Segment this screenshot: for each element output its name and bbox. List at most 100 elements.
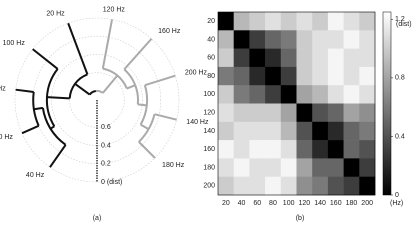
cell <box>343 176 360 196</box>
cell <box>218 140 234 159</box>
x-axis-label: (Hz) <box>390 200 403 207</box>
cell <box>218 158 234 177</box>
cell <box>233 176 250 196</box>
cell <box>312 66 329 86</box>
caption: (b) <box>296 215 305 222</box>
branch <box>123 38 153 71</box>
r-tick-label: 0.6 <box>101 124 111 131</box>
cell <box>296 121 313 141</box>
cell <box>296 30 313 49</box>
cell <box>312 140 329 159</box>
branch <box>144 74 176 87</box>
cell <box>280 140 297 159</box>
cell <box>233 66 250 86</box>
cell <box>296 66 313 86</box>
y-tick-label: 80 <box>207 73 215 80</box>
r-tick-label: 0 (dist) <box>101 179 122 186</box>
x-tick-label: 200 <box>361 200 373 207</box>
cell <box>249 158 266 177</box>
leaf-label: 160 Hz <box>158 28 181 35</box>
x-tick-label: 180 <box>346 200 358 207</box>
cell <box>312 103 329 123</box>
leaf-label: 20 Hz <box>46 11 65 18</box>
x-tick-label: 80 <box>269 200 277 207</box>
cell <box>296 158 313 177</box>
leaf-label: 60 Hz <box>0 134 13 141</box>
cell <box>265 12 282 31</box>
grid-ring <box>69 72 125 128</box>
figure: (a) (b) (Hz) (dist) 0 (dist) 0.2 0.4 0.6 40 … <box>0 6 412 222</box>
cell <box>312 85 329 104</box>
y-tick-label: 100 <box>203 91 215 98</box>
branch <box>33 106 44 111</box>
branch-arc <box>95 89 104 94</box>
y-tick-label: 120 <box>203 109 215 116</box>
cell <box>218 121 234 141</box>
cell <box>343 30 360 49</box>
cell <box>249 30 266 49</box>
cell <box>233 85 250 104</box>
cell <box>280 176 297 196</box>
cell <box>343 48 360 68</box>
cell <box>249 12 266 31</box>
cell <box>265 48 282 68</box>
x-tick-label: 160 <box>330 200 342 207</box>
leaf-label: 180 Hz <box>162 162 185 169</box>
cell <box>327 140 344 159</box>
colorbar-label: (dist) <box>396 21 412 28</box>
cell <box>265 66 282 86</box>
cell <box>343 121 360 141</box>
cell <box>265 158 282 177</box>
cell <box>265 121 282 141</box>
cell <box>312 48 329 68</box>
grid-ring <box>14 17 180 183</box>
cell <box>218 12 234 31</box>
y-tick-label: 20 <box>207 18 215 25</box>
cell <box>249 121 266 141</box>
branch <box>21 124 40 135</box>
cell <box>280 66 297 86</box>
cell <box>280 121 297 141</box>
cell <box>249 176 266 196</box>
leaf-label: 100 Hz <box>3 40 26 47</box>
cell <box>359 176 376 196</box>
cell <box>296 12 313 31</box>
cell <box>343 158 360 177</box>
cell <box>233 30 250 49</box>
cell <box>312 30 329 49</box>
branch <box>15 88 34 93</box>
cell <box>359 66 376 86</box>
cell <box>327 48 344 68</box>
branch <box>46 96 70 100</box>
cell <box>233 140 250 159</box>
colorbar <box>382 11 392 196</box>
cell <box>280 12 297 31</box>
y-tick-label: 40 <box>207 36 215 43</box>
colorbar-tick-label: 1.2 <box>395 16 405 23</box>
cell <box>343 103 360 123</box>
branch <box>67 22 89 75</box>
branch-arc <box>68 73 88 99</box>
cell <box>280 48 297 68</box>
cell <box>249 140 266 159</box>
cell <box>327 85 344 104</box>
cell <box>359 48 376 68</box>
branch <box>154 113 177 121</box>
cell <box>312 12 329 31</box>
leaf-label: 80 Hz <box>0 85 6 92</box>
cell <box>296 103 313 123</box>
cell <box>312 176 329 196</box>
cell <box>359 121 376 141</box>
cell <box>218 176 234 196</box>
cell <box>280 30 297 49</box>
cell <box>296 140 313 159</box>
x-tick-label: 100 <box>283 200 295 207</box>
cell <box>327 30 344 49</box>
cell <box>359 30 376 49</box>
cell <box>327 158 344 177</box>
cell <box>327 121 344 141</box>
cell <box>233 121 250 141</box>
leaf-label: 40 Hz <box>26 172 45 179</box>
branch-arc <box>123 68 139 105</box>
cell <box>265 140 282 159</box>
